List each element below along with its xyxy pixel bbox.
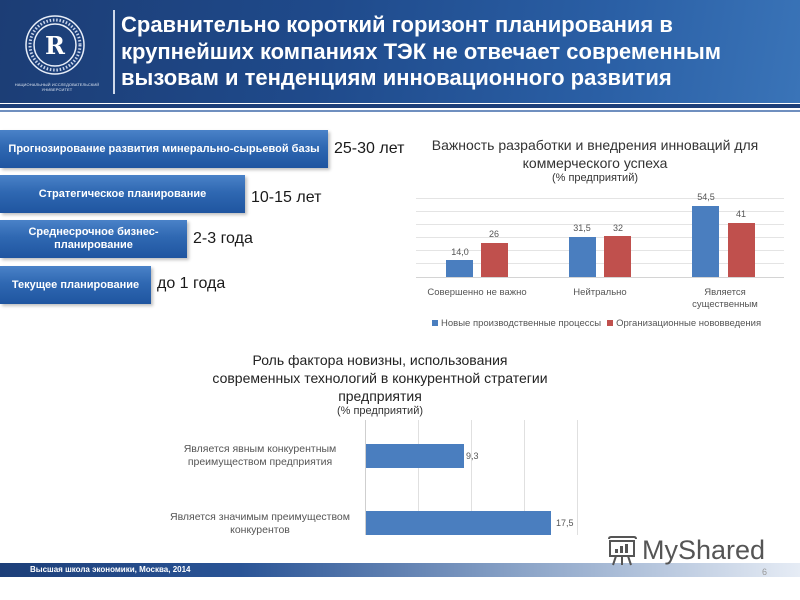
gridline xyxy=(577,420,578,535)
category-label: Нейтрально xyxy=(573,287,627,298)
title-divider xyxy=(113,10,115,94)
hse-logo-icon: R xyxy=(25,15,85,75)
category-label: Является значимым преимуществом конкурен… xyxy=(170,511,350,536)
gridline xyxy=(416,250,784,251)
bar-clear-advantage xyxy=(366,444,464,468)
planning-label: Прогнозирование развития минерально-сырь… xyxy=(8,142,320,155)
bar-value: 54,5 xyxy=(697,192,715,202)
bar-value: 26 xyxy=(488,229,499,239)
bar-org-innovations-neutral xyxy=(604,236,631,277)
x-axis xyxy=(416,277,784,278)
bar-org-innovations-not-important xyxy=(481,243,508,277)
chart2-title: Роль фактора новизны, использования совр… xyxy=(212,352,548,404)
chart1-subtitle: (% предприятий) xyxy=(551,172,639,184)
legend-swatch-blue xyxy=(432,320,438,327)
bar-competitor-advantage xyxy=(366,511,551,535)
planning-label: Текущее планирование xyxy=(11,278,140,291)
planning-bar-strategic: Стратегическое планирование xyxy=(0,175,245,213)
planning-bar-current: Текущее планирование xyxy=(0,266,151,304)
chart1-legend: Новые производственные процессы Организа… xyxy=(432,318,761,329)
chart1-title: Важность разработки и внедрения инноваци… xyxy=(431,137,759,171)
category-label: Является явным конкурентным преимущество… xyxy=(183,443,337,468)
gridline xyxy=(418,420,419,535)
bar-value: 31,5 xyxy=(573,223,591,233)
legend-item: Новые производственные процессы xyxy=(432,318,601,329)
bar-value: 9,3 xyxy=(466,451,479,461)
presentation-board-icon xyxy=(608,535,637,565)
planning-value: 25-30 лет xyxy=(334,140,405,157)
planning-label: Среднесрочное бизнес-планирование xyxy=(28,226,159,251)
bar-value: 17,5 xyxy=(556,518,574,528)
slide-header xyxy=(0,0,800,103)
category-label: Является существенным xyxy=(692,287,758,310)
planning-bar-midterm: Среднесрочное бизнес-планирование xyxy=(0,220,187,258)
slide-title: Сравнительно короткий горизонт планирова… xyxy=(121,12,722,90)
logo-caption: НАЦИОНАЛЬНЫЙ ИССЛЕДОВАТЕЛЬСКИЙ УНИВЕРСИТ… xyxy=(14,82,100,92)
legend-swatch-red xyxy=(607,320,614,327)
page-number: 6 xyxy=(762,567,768,577)
bar-org-innovations-significant xyxy=(728,223,755,277)
bar-value: 41 xyxy=(735,209,746,219)
planning-value: 10-15 лет xyxy=(251,189,322,206)
watermark-text: MyShared xyxy=(642,535,766,565)
category-label: Совершенно не важно xyxy=(427,287,527,298)
bar-new-processes-neutral xyxy=(569,237,596,277)
y-axis xyxy=(365,420,366,535)
legend-item: Организационные нововведения xyxy=(607,318,761,329)
gridline xyxy=(416,237,784,238)
footer-text: Высшая школа экономики, Москва, 2014 xyxy=(30,565,191,574)
bar-new-processes-not-important xyxy=(446,260,473,277)
chart2-subtitle: (% предприятий) xyxy=(336,405,424,417)
bar-new-processes-significant xyxy=(692,206,719,277)
gridline xyxy=(416,211,784,212)
gridline xyxy=(524,420,525,535)
bar-value: 14,0 xyxy=(451,247,469,257)
gridline xyxy=(416,263,784,264)
planning-label: Стратегическое планирование xyxy=(38,187,207,200)
planning-bar-mineral: Прогнозирование развития минерально-сырь… xyxy=(0,130,328,168)
footer-bar xyxy=(0,563,800,577)
header-divider xyxy=(0,104,800,108)
gridline xyxy=(416,198,784,199)
svg-text:R: R xyxy=(45,31,66,60)
planning-value: 2-3 года xyxy=(193,230,253,247)
gridline xyxy=(416,224,784,225)
gridline xyxy=(471,420,472,535)
watermark: MyShared xyxy=(606,535,765,566)
planning-value: до 1 года xyxy=(157,275,226,292)
bar-value: 32 xyxy=(612,223,623,233)
header-divider-thin xyxy=(0,110,800,112)
